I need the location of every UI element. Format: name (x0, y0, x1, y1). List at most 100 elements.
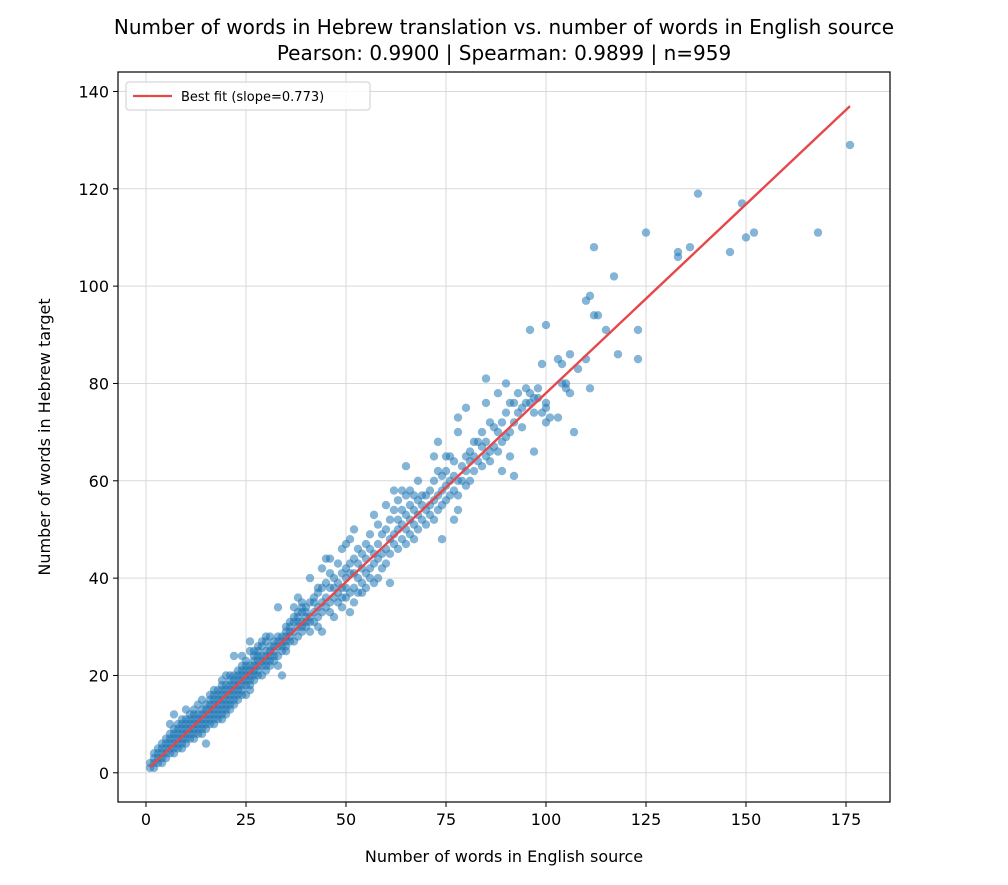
data-point (337, 603, 347, 612)
x-tick-label: 75 (436, 810, 456, 829)
data-point (385, 515, 395, 524)
y-tick-label: 60 (89, 472, 109, 491)
data-point (453, 491, 463, 500)
data-point (493, 389, 503, 398)
data-point (273, 603, 283, 612)
best-fit-layer (149, 105, 851, 768)
data-point (305, 627, 315, 636)
data-point (593, 311, 603, 320)
data-point (461, 403, 471, 412)
data-point (433, 437, 443, 447)
data-point (553, 413, 563, 422)
data-point (633, 354, 643, 364)
data-point (493, 447, 503, 456)
data-point (845, 140, 855, 150)
data-point (529, 447, 539, 456)
data-point (345, 535, 355, 544)
data-point (385, 578, 395, 588)
data-point (633, 325, 643, 335)
data-point (329, 612, 339, 622)
data-point (229, 651, 239, 661)
data-point (585, 291, 595, 301)
data-point (533, 384, 543, 393)
data-point (317, 627, 327, 636)
data-point (493, 427, 503, 437)
y-tick-label: 100 (78, 277, 109, 296)
data-point (429, 515, 439, 524)
data-point (345, 608, 355, 617)
data-point (369, 510, 379, 520)
data-point (413, 476, 423, 485)
data-point (501, 379, 511, 388)
data-point (453, 413, 463, 422)
data-point (441, 466, 451, 476)
data-point (169, 710, 179, 719)
y-tick-label: 120 (78, 180, 109, 199)
data-point (685, 243, 695, 252)
data-point (373, 520, 383, 529)
data-point (741, 233, 751, 242)
data-point (537, 359, 547, 369)
data-point (437, 535, 447, 544)
axis-ticks: 0 25 50 75 100 125 150 175 0 20 40 60 80 100 120 140 (78, 82, 861, 829)
data-point (393, 544, 403, 554)
data-point (565, 350, 575, 359)
legend: Best fit (slope=0.773) (125, 81, 371, 111)
data-point (425, 486, 435, 495)
chart-subtitle: Pearson: 0.9900 | Spearman: 0.9899 | n=9… (277, 41, 731, 65)
y-tick-label: 80 (89, 374, 109, 393)
grid (118, 72, 890, 802)
data-point (569, 427, 579, 437)
data-point (565, 389, 575, 398)
data-point (429, 476, 439, 485)
legend-box (125, 81, 371, 111)
data-point (449, 457, 459, 466)
data-point (725, 247, 735, 257)
data-point (381, 525, 391, 534)
x-tick-label: 50 (336, 810, 356, 829)
data-point (501, 408, 511, 417)
data-point (541, 398, 551, 408)
data-point (373, 573, 383, 583)
data-point (453, 505, 463, 515)
data-point (481, 437, 491, 447)
data-point (349, 525, 359, 534)
data-point (509, 471, 519, 481)
data-point (453, 427, 463, 437)
x-tick-label: 0 (141, 810, 151, 829)
data-point (305, 573, 315, 583)
x-tick-label: 175 (831, 810, 862, 829)
data-point (485, 457, 495, 466)
data-point (449, 515, 459, 524)
data-point (465, 476, 475, 485)
plot-frame (117, 71, 891, 803)
data-point (557, 359, 567, 369)
data-point (373, 539, 383, 549)
data-point (505, 452, 515, 461)
data-point (421, 520, 431, 529)
data-point (413, 525, 423, 534)
data-point (317, 564, 327, 573)
data-point (469, 466, 479, 476)
data-point (477, 462, 487, 471)
y-tick-label: 40 (89, 569, 109, 588)
y-tick-label: 20 (89, 666, 109, 685)
x-tick-label: 100 (531, 810, 562, 829)
chart-title: Number of words in Hebrew translation vs… (114, 15, 894, 39)
data-point (409, 535, 419, 544)
data-point (509, 398, 519, 408)
x-tick-label: 150 (731, 810, 762, 829)
data-point (281, 646, 291, 656)
data-point (201, 739, 211, 748)
data-point (273, 661, 283, 670)
data-point (365, 530, 375, 539)
data-point (517, 423, 527, 432)
data-point (325, 554, 335, 563)
data-point (361, 583, 371, 593)
legend-fit-label: Best fit (slope=0.773) (181, 90, 324, 105)
data-point (525, 325, 535, 335)
data-point (749, 228, 759, 237)
data-point (245, 637, 255, 646)
data-point (585, 384, 595, 393)
